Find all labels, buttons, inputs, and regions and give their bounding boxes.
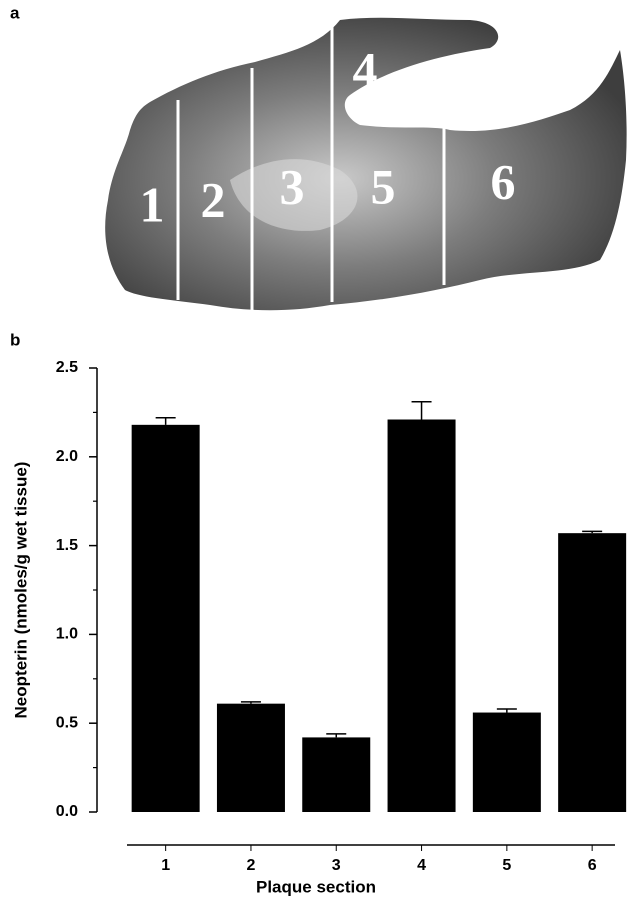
- y-axis-label: Neopterin (nmoles/g wet tissue): [11, 462, 30, 719]
- error-bar: [241, 702, 261, 704]
- panel-label: b: [10, 330, 20, 349]
- section-label: 2: [201, 171, 226, 227]
- error-bar: [582, 531, 602, 533]
- section-label: 5: [371, 158, 396, 214]
- y-tick-label: 2.0: [56, 448, 78, 465]
- y-tick-label: 2.5: [56, 359, 78, 376]
- x-tick-label: 5: [502, 857, 511, 874]
- x-tick-label: 4: [417, 857, 426, 874]
- section-label: 3: [280, 158, 305, 214]
- page: a 1 2 3 4 5 6 b Plaque section Neopterin…: [0, 0, 631, 898]
- error-bar: [412, 402, 432, 420]
- y-tick-label: 1.5: [56, 537, 78, 554]
- x-tick-label: 1: [161, 857, 170, 874]
- section-label: 1: [140, 176, 165, 232]
- panel-label: a: [10, 3, 20, 22]
- x-tick-label: 2: [246, 857, 255, 874]
- tissue-photo: 1 2 3 4 5 6: [105, 15, 626, 312]
- bar: [217, 704, 285, 812]
- section-label: 4: [353, 41, 378, 97]
- section-label: 6: [491, 153, 516, 209]
- bar: [132, 425, 200, 812]
- error-bar: [497, 709, 517, 713]
- error-bar: [326, 734, 346, 738]
- y-tick-label: 0.0: [56, 803, 78, 820]
- y-tick-label: 0.5: [56, 714, 78, 731]
- figure: a 1 2 3 4 5 6 b Plaque section Neopterin…: [0, 0, 631, 898]
- x-tick-label: 6: [588, 857, 597, 874]
- bar: [558, 533, 626, 812]
- bar: [302, 737, 370, 812]
- error-bar: [156, 418, 176, 425]
- x-axis-label: Plaque section: [256, 877, 376, 896]
- x-tick-label: 3: [332, 857, 341, 874]
- bar: [388, 420, 456, 812]
- bar: [473, 713, 541, 812]
- y-tick-label: 1.0: [56, 626, 78, 643]
